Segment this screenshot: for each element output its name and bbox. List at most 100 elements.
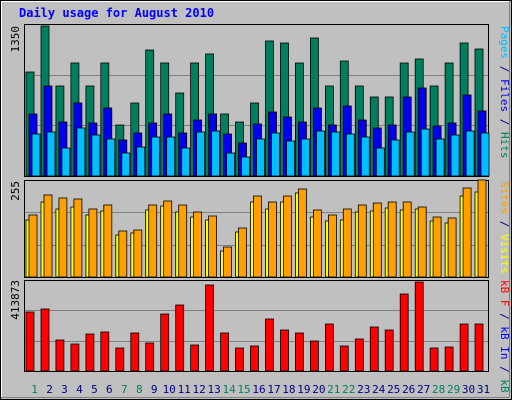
bottom-bar-kbytes-day-19	[294, 332, 304, 372]
x-tick-label-day-16: 16	[252, 383, 265, 396]
top-bar-pages-day-22	[345, 133, 355, 177]
top-panel-frame	[24, 24, 489, 177]
top-bar-pages-day-25	[390, 139, 400, 177]
top-bar-pages-day-2	[46, 131, 56, 177]
top-side-label-part: /	[498, 59, 511, 79]
middle-bar-sites-day-28	[432, 216, 442, 278]
top-bar-pages-day-11	[181, 147, 191, 177]
middle-side-label-part: /	[498, 214, 511, 234]
bottom-bar-kbytes-day-22	[339, 345, 349, 372]
bottom-bar-kbytes-day-16	[250, 345, 259, 372]
top-bar-pages-day-10	[166, 136, 176, 177]
top-panel-max-label: 1350	[9, 26, 22, 53]
middle-panel-max-label: 255	[9, 181, 22, 201]
top-bar-pages-day-20	[315, 130, 325, 177]
bottom-side-label-part: kB Out	[498, 379, 511, 400]
x-tick-label-day-10: 10	[163, 383, 176, 396]
top-bar-pages-day-24	[375, 147, 385, 177]
top-bar-pages-day-6	[106, 138, 116, 177]
middle-bar-sites-day-30	[462, 187, 472, 278]
x-tick-label-day-19: 19	[297, 383, 310, 396]
top-bar-pages-day-30	[465, 130, 475, 177]
x-tick-label-day-6: 6	[106, 383, 113, 396]
x-tick-label-day-7: 7	[121, 383, 128, 396]
top-bar-pages-day-8	[136, 146, 146, 177]
middle-bar-sites-day-31	[477, 179, 487, 278]
top-bar-pages-day-15	[241, 156, 250, 177]
top-bar-pages-day-5	[91, 134, 101, 177]
x-tick-label-day-21: 21	[327, 383, 340, 396]
bottom-bar-kbytes-day-20	[309, 340, 319, 372]
top-bar-pages-day-18	[286, 140, 295, 177]
top-side-label-part: Hits	[498, 132, 511, 159]
bottom-bar-kbytes-day-3	[55, 339, 65, 372]
x-tick-label-day-2: 2	[46, 383, 53, 396]
top-bar-pages-day-13	[211, 130, 221, 177]
top-bar-pages-day-31	[480, 132, 490, 177]
bottom-panel-side-label: kB F / kB In / kB Out	[498, 280, 511, 400]
x-tick-label-day-17: 17	[267, 383, 280, 396]
x-tick-label-day-29: 29	[447, 383, 460, 396]
middle-bar-sites-day-20	[312, 209, 322, 278]
bottom-bar-kbytes-day-17	[265, 318, 274, 372]
bottom-side-label-part: /	[498, 307, 511, 327]
middle-bar-sites-day-3	[58, 197, 68, 278]
bottom-bar-kbytes-day-29	[444, 346, 454, 372]
middle-bar-sites-day-6	[103, 204, 113, 278]
top-bar-pages-day-9	[151, 136, 161, 177]
middle-bar-sites-day-13	[208, 215, 218, 278]
x-tick-label-day-1: 1	[31, 383, 38, 396]
middle-side-label-part: Visits	[498, 234, 511, 274]
chart-title: Daily usage for August 2010	[19, 6, 214, 20]
top-bar-pages-day-29	[450, 134, 460, 177]
x-tick-label-day-31: 31	[477, 383, 490, 396]
top-bar-pages-day-16	[256, 138, 265, 177]
x-tick-label-day-26: 26	[402, 383, 415, 396]
middle-bar-sites-day-5	[88, 208, 98, 278]
x-tick-label-day-27: 27	[417, 383, 430, 396]
middle-panel-side-label: Sites / Visits	[498, 181, 511, 274]
top-side-label-part: /	[498, 112, 511, 132]
bottom-bar-kbytes-day-25	[384, 329, 394, 372]
top-bar-pages-day-3	[61, 147, 71, 177]
x-tick-label-day-24: 24	[372, 383, 386, 396]
top-bar-pages-day-7	[121, 152, 131, 177]
middle-bar-sites-day-16	[253, 195, 262, 278]
middle-bar-sites-day-8	[133, 229, 143, 278]
middle-panel-frame	[24, 180, 489, 278]
top-bar-pages-day-12	[196, 131, 206, 177]
bottom-bar-kbytes-day-7	[115, 347, 125, 372]
top-bar-pages-day-21	[330, 131, 340, 177]
x-tick-label-day-5: 5	[91, 383, 98, 396]
top-bar-pages-day-19	[300, 138, 310, 177]
bottom-bar-kbytes-day-30	[459, 323, 469, 372]
top-bar-pages-day-4	[76, 127, 86, 177]
bottom-side-label-part: kB F	[498, 280, 511, 307]
x-tick-label-day-15: 15	[237, 383, 250, 396]
top-side-label-part: Files	[498, 79, 511, 112]
x-tick-label-day-9: 9	[151, 383, 158, 396]
middle-bar-sites-day-11	[178, 204, 188, 278]
bottom-bar-kbytes-day-4	[70, 343, 80, 372]
bottom-bar-kbytes-day-13	[205, 284, 215, 372]
bottom-bar-kbytes-day-10	[160, 313, 170, 372]
top-bar-pages-day-28	[435, 138, 445, 177]
bottom-bar-kbytes-day-6	[100, 331, 110, 372]
x-tick-label-day-4: 4	[76, 383, 83, 396]
x-tick-label-day-14: 14	[222, 383, 236, 396]
bottom-bar-kbytes-day-31	[474, 323, 484, 372]
top-side-label-part: Pages	[498, 26, 511, 59]
top-panel-side-label: Pages / Files / Hits	[498, 26, 511, 159]
x-tick-label-day-22: 22	[342, 383, 355, 396]
bottom-panel-frame	[24, 280, 489, 372]
bottom-bar-kbytes-day-27	[414, 281, 424, 372]
top-bar-pages-day-27	[420, 128, 430, 177]
bottom-bar-kbytes-day-18	[280, 329, 289, 372]
bottom-bar-kbytes-day-23	[354, 338, 364, 372]
x-tick-label-day-8: 8	[136, 383, 143, 396]
x-tick-label-day-13: 13	[207, 383, 220, 396]
middle-bar-sites-day-4	[73, 198, 83, 278]
bottom-bar-kbytes-day-21	[324, 323, 334, 372]
x-tick-label-day-18: 18	[282, 383, 295, 396]
